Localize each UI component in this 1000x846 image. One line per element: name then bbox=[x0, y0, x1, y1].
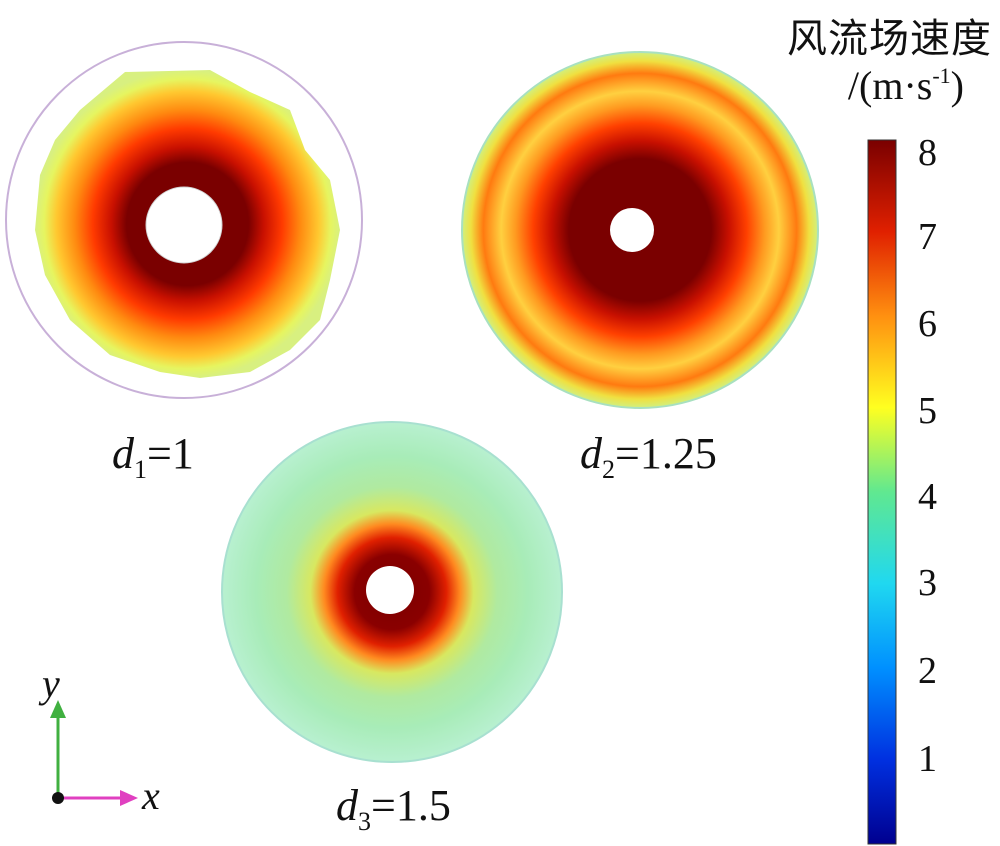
plot-label-d3: d3=1.5 bbox=[336, 781, 451, 836]
velocity-plot-d3 bbox=[221, 421, 563, 763]
colorbar-tick: 1 bbox=[918, 738, 937, 780]
velocity-plot-d1 bbox=[5, 41, 363, 399]
plot-label-d1: d1=1 bbox=[112, 429, 194, 484]
plot-label-d2: d2=1.25 bbox=[580, 429, 717, 484]
colorbar-tick: 6 bbox=[918, 303, 937, 345]
colorbar-tick: 2 bbox=[918, 650, 937, 692]
colorbar-title: 风流场速度 bbox=[787, 16, 992, 62]
velocity-plot-d2 bbox=[461, 51, 819, 409]
colorbar-tick: 8 bbox=[918, 132, 937, 174]
colorbar-tick: 5 bbox=[918, 390, 937, 432]
colorbar-gradient bbox=[867, 139, 897, 845]
colorbar-tick: 7 bbox=[918, 216, 937, 258]
colorbar-tick: 4 bbox=[918, 476, 937, 518]
axis-label-y: y bbox=[42, 661, 60, 706]
colorbar-tick: 3 bbox=[918, 562, 937, 604]
axes-indicator bbox=[50, 700, 138, 806]
colorbar-unit: /(m·s-1) bbox=[847, 63, 964, 108]
axis-label-x: x bbox=[142, 773, 160, 818]
